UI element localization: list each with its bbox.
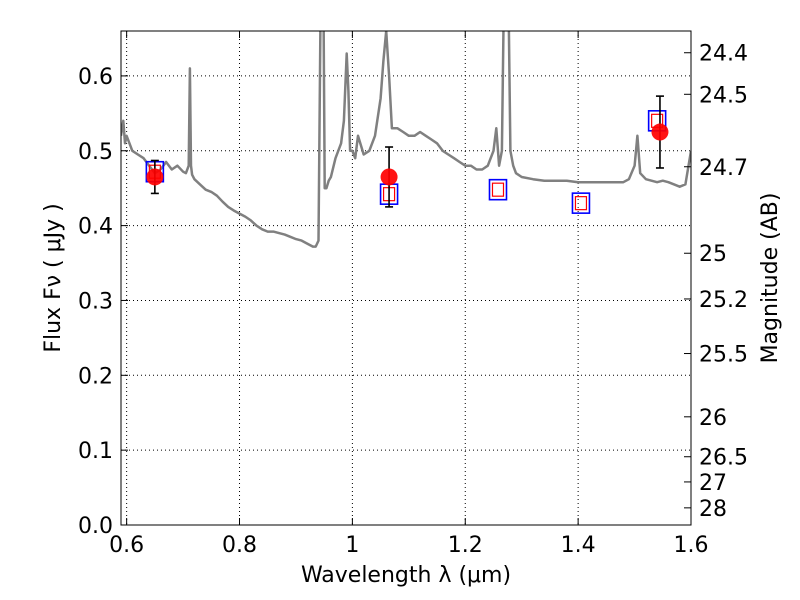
y-tick-label: 0.4: [78, 215, 113, 240]
mag-tick-label: 25.5: [699, 343, 748, 368]
observed-point: [380, 168, 398, 186]
y-tick-label: 0.3: [78, 289, 113, 314]
mag-tick-label: 24.5: [699, 83, 748, 108]
x-tick-label: 0.8: [222, 533, 257, 558]
x-tick-label: 1.4: [561, 533, 596, 558]
y-tick-label: 0.0: [78, 514, 113, 539]
x-tick-label: 1: [345, 533, 359, 558]
x-axis-title: Wavelength λ (μm): [301, 563, 511, 588]
plot-frame: [120, 30, 692, 526]
y-axis-title: Flux Fν ( μJy ): [41, 203, 66, 352]
x-tick-label: 0.6: [109, 533, 144, 558]
observed-point: [651, 123, 669, 141]
model-inner-marker: [574, 196, 588, 211]
x-tick-label: 1.2: [448, 533, 483, 558]
gridlines: [121, 31, 691, 525]
y-tick-label: 0.6: [78, 65, 113, 90]
mag-tick-label: 28: [699, 497, 727, 522]
ticks: 0.6 0.8 1 1.2 1.4 1.6 0.0 0.1 0.2 0.3 0.4 0.5 0.6 24.…: [78, 31, 748, 558]
y-tick-label: 0.5: [78, 140, 113, 165]
y-tick-label: 0.2: [78, 364, 113, 389]
observed-point: [146, 168, 164, 186]
mag-tick-label: 24.4: [699, 42, 748, 67]
model-box-marker: [571, 192, 591, 214]
plot-background: [121, 31, 691, 525]
template-spectrum-line: [121, 31, 691, 248]
mag-tick-label: 26: [699, 406, 727, 431]
mag-tick-label: 25: [699, 242, 727, 267]
mag-tick-label: 25.2: [699, 288, 748, 313]
y-right-axis-title: Magnitude (AB): [758, 193, 783, 364]
mag-tick-label: 24.7: [699, 156, 748, 181]
y-tick-label: 0.1: [78, 439, 113, 464]
model-inner-marker: [491, 182, 505, 197]
mag-tick-label: 26.5: [699, 446, 748, 471]
mag-tick-label: 27: [699, 471, 727, 496]
model-box-marker: [488, 178, 508, 201]
x-tick-label: 1.6: [674, 533, 709, 558]
data-layer: [121, 31, 691, 248]
